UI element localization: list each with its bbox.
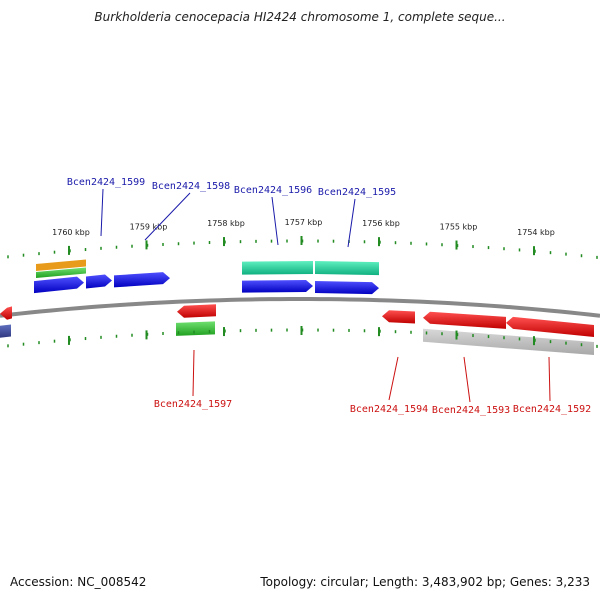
gene-label[interactable]: Bcen2424_1596 bbox=[234, 185, 312, 196]
gene-label[interactable]: Bcen2424_1592 bbox=[513, 404, 591, 415]
gene-layer: Bcen2424_1599 Bcen2424_1598 Bcen2424_1597 B… bbox=[67, 177, 591, 416]
blue-gene-arrow[interactable] bbox=[86, 274, 112, 289]
blue-gene-arrow[interactable] bbox=[242, 280, 313, 293]
genome-summary-label: Topology: circular; Length: 3,483,902 bp… bbox=[260, 575, 590, 589]
gene-leader-line bbox=[347, 198, 356, 248]
blue-gene-arrow[interactable] bbox=[34, 276, 84, 294]
teal-feature[interactable] bbox=[315, 261, 379, 276]
gene-leader-line bbox=[271, 196, 279, 246]
gene-leader-line bbox=[463, 356, 471, 403]
tick-label: 1757 kbp bbox=[285, 218, 323, 227]
gene-label[interactable]: Bcen2424_1599 bbox=[67, 177, 145, 188]
gene-label[interactable]: Bcen2424_1593 bbox=[432, 405, 510, 416]
red-gene-arrow[interactable] bbox=[382, 310, 415, 324]
accession-label: Accession: NC_008542 bbox=[10, 575, 147, 589]
gene-leader-line bbox=[548, 356, 551, 402]
blue-gene-arrow[interactable] bbox=[315, 281, 379, 295]
gene-label[interactable]: Bcen2424_1594 bbox=[350, 404, 428, 415]
green-feature[interactable] bbox=[36, 267, 86, 278]
tick-label: 1759 kbp bbox=[130, 222, 168, 231]
red-gene-arrow[interactable] bbox=[177, 304, 216, 318]
red-gene-arrow[interactable] bbox=[0, 306, 12, 320]
blue-gene-arrow[interactable] bbox=[114, 272, 170, 288]
navy-feature[interactable] bbox=[0, 324, 11, 338]
orange-feature[interactable] bbox=[36, 259, 86, 271]
gene-leader-line bbox=[100, 188, 104, 237]
gene-leader-line bbox=[388, 356, 399, 401]
tick-label: 1760 kbp bbox=[52, 228, 90, 237]
red-gene-arrow[interactable] bbox=[506, 316, 594, 338]
green-feature[interactable] bbox=[176, 321, 215, 336]
tick-label: 1754 kbp bbox=[517, 228, 555, 237]
map-title: Burkholderia cenocepacia HI2424 chromoso… bbox=[94, 10, 506, 24]
gene-leader-line bbox=[192, 349, 195, 397]
tick-layer: 1760 kbp 1759 kbp 1758 kbp 1757 kbp 1756 kbp… bbox=[7, 218, 598, 348]
tick-label: 1755 kbp bbox=[440, 223, 478, 232]
feature-layer bbox=[0, 259, 600, 356]
gray-feature[interactable] bbox=[423, 328, 594, 356]
gene-label[interactable]: Bcen2424_1598 bbox=[152, 181, 230, 192]
teal-feature[interactable] bbox=[242, 261, 313, 275]
backbone-arc bbox=[0, 296, 600, 318]
gene-label[interactable]: Bcen2424_1597 bbox=[154, 399, 232, 410]
red-gene-arrow[interactable] bbox=[423, 311, 506, 329]
gene-label[interactable]: Bcen2424_1595 bbox=[318, 187, 396, 198]
gene-leader-line bbox=[144, 192, 191, 241]
tick-label: 1758 kbp bbox=[207, 219, 245, 228]
tick-label: 1756 kbp bbox=[362, 219, 400, 228]
